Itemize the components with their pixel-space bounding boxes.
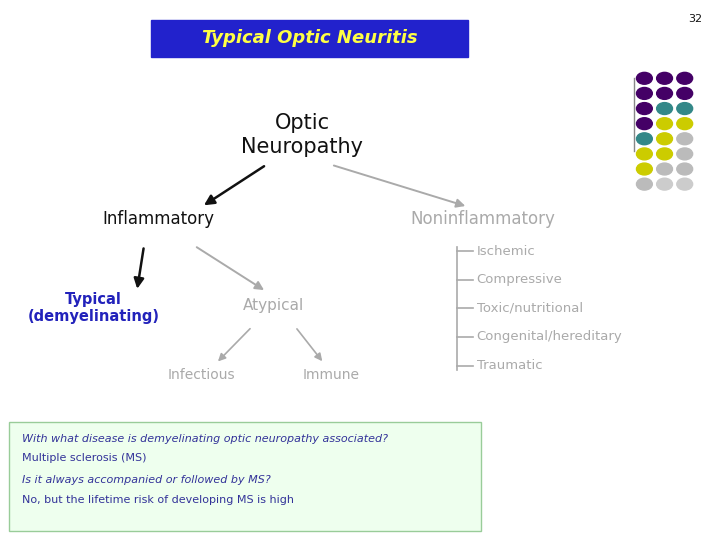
Text: Infectious: Infectious xyxy=(168,368,235,382)
Circle shape xyxy=(636,163,652,175)
Circle shape xyxy=(657,163,672,175)
Text: Typical
(demyelinating): Typical (demyelinating) xyxy=(27,292,160,324)
Circle shape xyxy=(677,178,693,190)
Text: Toxic/nutritional: Toxic/nutritional xyxy=(477,302,582,315)
Circle shape xyxy=(636,87,652,99)
Text: Ischemic: Ischemic xyxy=(477,245,536,258)
Circle shape xyxy=(657,118,672,130)
Circle shape xyxy=(677,87,693,99)
Text: No, but the lifetime risk of developing MS is high: No, but the lifetime risk of developing … xyxy=(22,495,294,504)
Text: Compressive: Compressive xyxy=(477,273,562,286)
Circle shape xyxy=(657,148,672,160)
Text: With what disease is demyelinating optic neuropathy associated?: With what disease is demyelinating optic… xyxy=(22,434,387,444)
Text: Optic
Neuropathy: Optic Neuropathy xyxy=(241,113,364,157)
Circle shape xyxy=(636,118,652,130)
Circle shape xyxy=(657,178,672,190)
Circle shape xyxy=(636,178,652,190)
Circle shape xyxy=(677,163,693,175)
Text: Is it always accompanied or followed by MS?: Is it always accompanied or followed by … xyxy=(22,475,270,485)
Text: Atypical: Atypical xyxy=(243,298,305,313)
Circle shape xyxy=(636,103,652,114)
Circle shape xyxy=(657,133,672,145)
Circle shape xyxy=(657,103,672,114)
Circle shape xyxy=(677,133,693,145)
Circle shape xyxy=(677,72,693,84)
Text: Typical Optic Neuritis: Typical Optic Neuritis xyxy=(202,29,418,48)
FancyBboxPatch shape xyxy=(151,20,468,57)
Text: Congenital/hereditary: Congenital/hereditary xyxy=(477,330,622,343)
Circle shape xyxy=(636,133,652,145)
Text: Inflammatory: Inflammatory xyxy=(102,210,215,228)
Circle shape xyxy=(677,103,693,114)
Text: Immune: Immune xyxy=(302,368,360,382)
Text: Multiple sclerosis (MS): Multiple sclerosis (MS) xyxy=(22,454,146,463)
Circle shape xyxy=(657,72,672,84)
Text: 32: 32 xyxy=(688,14,702,24)
Circle shape xyxy=(677,118,693,130)
Circle shape xyxy=(657,87,672,99)
Text: Traumatic: Traumatic xyxy=(477,359,542,372)
Circle shape xyxy=(636,72,652,84)
Circle shape xyxy=(636,148,652,160)
Circle shape xyxy=(677,148,693,160)
Text: Noninflammatory: Noninflammatory xyxy=(410,210,555,228)
FancyBboxPatch shape xyxy=(9,422,481,531)
